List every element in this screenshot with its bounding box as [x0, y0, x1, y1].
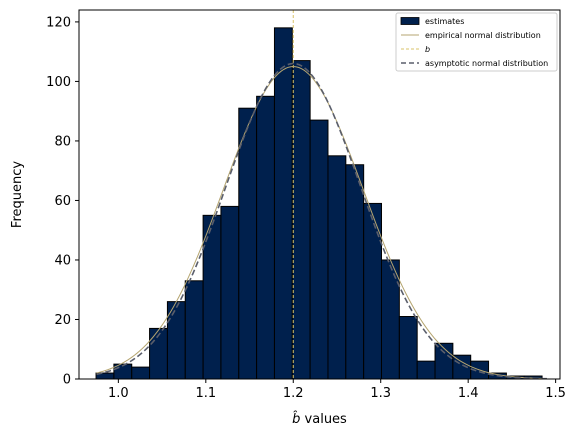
y-tick-label: 60 [54, 194, 71, 209]
y-axis-label: Frequency [10, 161, 25, 228]
histogram-bar [238, 107, 258, 380]
distribution-curves [96, 10, 547, 380]
plot-frame [78, 9, 561, 380]
histogram-bar [309, 119, 329, 380]
histogram-bar [345, 164, 365, 380]
histogram-bar [416, 360, 436, 380]
asymptotic-normal-curve [96, 62, 547, 380]
y-tick-label: 20 [54, 313, 71, 328]
x-tick-label: 1.1 [195, 386, 216, 401]
histogram-bars [95, 27, 543, 380]
y-tick-label: 120 [46, 15, 71, 30]
x-axis-ticks: 1.0 1.1 1.2 1.3 1.4 1.5 [108, 379, 566, 401]
histogram-bar [327, 155, 347, 380]
legend-box [395, 12, 558, 72]
x-axis-label-symbol: b̂ [292, 412, 300, 427]
histogram-bar [291, 60, 311, 380]
legend-label: estimates [425, 17, 464, 26]
legend-swatch-estimates [400, 17, 420, 25]
legend: estimates empirical normal distribution ba… [395, 12, 558, 72]
histogram-bar [256, 95, 275, 380]
legend-label: empirical normal distribution [425, 31, 541, 40]
histogram-bar [220, 205, 240, 380]
y-tick-label: 100 [46, 75, 71, 90]
x-axis-label-text: values [305, 412, 348, 427]
histogram-bar [131, 366, 151, 380]
x-tick-label: 1.0 [108, 386, 129, 401]
histogram-bar [398, 316, 418, 380]
y-axis-ticks: 0 20 40 60 80 100 120 [46, 15, 79, 388]
histogram-bar [381, 259, 400, 380]
y-tick-label: 0 [63, 373, 71, 388]
x-tick-label: 1.3 [370, 386, 391, 401]
histogram-bar [273, 27, 293, 380]
legend-label: b [425, 45, 430, 54]
legend-label: asymptotic normal distribution [425, 59, 548, 68]
x-tick-label: 1.4 [458, 386, 479, 401]
y-tick-label: 80 [54, 134, 71, 149]
x-tick-label: 1.2 [283, 386, 304, 401]
x-tick-label: 1.5 [545, 386, 566, 401]
x-axis-label: b̂ values [292, 412, 347, 427]
y-tick-label: 40 [54, 253, 71, 268]
histogram-bar [184, 280, 204, 380]
